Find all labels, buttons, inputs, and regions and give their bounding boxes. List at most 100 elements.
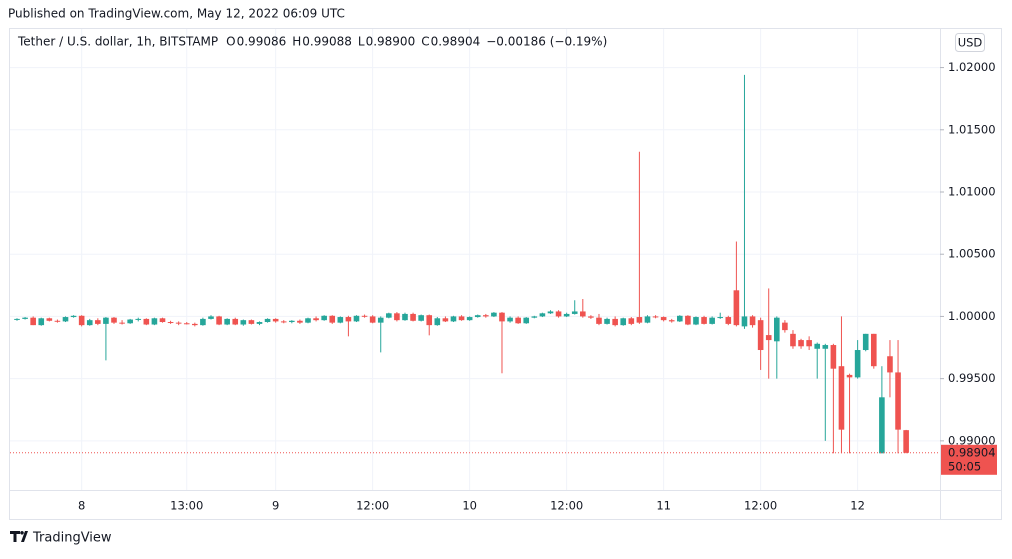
candle-body xyxy=(377,317,384,323)
candle-body xyxy=(337,317,344,323)
y-tick-label: 1.00000 xyxy=(948,309,996,323)
candle-body xyxy=(264,318,271,323)
candle-body xyxy=(507,317,513,322)
candle-body xyxy=(652,316,659,318)
legend-low: 0.98900 xyxy=(366,35,416,49)
candle-body xyxy=(394,313,400,321)
candle-body xyxy=(765,335,772,341)
candle-body xyxy=(175,322,182,324)
legend-h: H xyxy=(292,35,301,49)
candle-body xyxy=(143,318,150,325)
candle-body xyxy=(353,315,360,322)
legend-change: −0.00186 (−0.19%) xyxy=(486,35,607,49)
chart-frame xyxy=(9,28,1002,520)
candle-body xyxy=(200,318,206,326)
candle-body xyxy=(418,315,424,321)
candle-body xyxy=(887,356,893,373)
candle-body xyxy=(183,323,190,325)
candle-body xyxy=(604,318,610,324)
candle-body xyxy=(30,317,36,326)
candle-body xyxy=(701,317,707,324)
candle-body xyxy=(402,313,408,321)
tradingview-logo: TradingView xyxy=(10,531,112,546)
candle-body xyxy=(725,317,732,324)
published-note: Published on TradingView.com, May 12, 20… xyxy=(8,7,345,21)
candle-body xyxy=(822,345,829,349)
candle-body xyxy=(369,316,376,323)
bar-countdown: 50:05 xyxy=(948,459,981,473)
candle-body xyxy=(167,322,174,324)
candle-body xyxy=(749,316,756,326)
candle-body xyxy=(523,317,530,324)
legend-c: C xyxy=(421,35,429,49)
x-tick-label: 12 xyxy=(850,499,865,513)
candle-body xyxy=(814,343,821,349)
candle-body xyxy=(280,321,287,323)
candle-body xyxy=(499,312,505,322)
candle-body xyxy=(70,315,77,318)
candle-body xyxy=(838,366,845,430)
candle-body xyxy=(442,318,449,322)
candle-body xyxy=(450,316,457,322)
candle-body xyxy=(313,318,319,321)
currency-label[interactable]: USD xyxy=(958,36,983,50)
candle-body xyxy=(879,397,885,454)
candle-body xyxy=(846,374,853,378)
y-tick-label: 1.02000 xyxy=(948,60,996,74)
candle-body xyxy=(46,318,53,321)
candle-body xyxy=(38,318,45,326)
candle-body xyxy=(426,315,433,326)
y-tick-label: 1.01000 xyxy=(948,184,996,198)
brand-name: TradingView xyxy=(32,531,112,546)
candle-body xyxy=(240,320,247,325)
candle-body xyxy=(660,317,667,321)
candle-body xyxy=(539,313,546,317)
candle-body xyxy=(95,320,101,324)
candle-body xyxy=(870,333,877,367)
candle-body xyxy=(571,311,578,314)
candle-body xyxy=(741,316,748,327)
candle-body xyxy=(256,322,263,324)
candle-body xyxy=(386,313,392,318)
candle-body xyxy=(289,320,295,323)
candle-body xyxy=(192,323,198,326)
candle-body xyxy=(458,316,465,321)
candle-body xyxy=(830,345,837,369)
candle-body xyxy=(596,317,602,324)
x-tick-label: 13:00 xyxy=(170,499,203,513)
candle-body xyxy=(127,319,133,324)
candle-body xyxy=(903,430,909,453)
candle-body xyxy=(159,318,166,323)
candle-body xyxy=(717,317,724,319)
candle-body xyxy=(588,316,594,318)
candle-body xyxy=(345,317,352,322)
candle-body xyxy=(248,320,255,324)
candle-body xyxy=(62,317,69,322)
candle-body xyxy=(224,318,230,325)
candle-body xyxy=(782,322,788,331)
candle-body xyxy=(208,316,214,319)
candle-body xyxy=(854,350,861,378)
candle-body xyxy=(547,311,554,314)
candle-body xyxy=(563,313,570,317)
candle-body xyxy=(361,315,368,317)
x-tick-label: 9 xyxy=(272,499,279,513)
candle-body xyxy=(232,318,239,325)
candle-body xyxy=(636,317,643,323)
last-price-box xyxy=(941,444,997,475)
last-price-label: 0.98904 xyxy=(948,445,996,459)
candle-body xyxy=(491,312,497,317)
y-tick-label: 0.99500 xyxy=(948,371,996,385)
candle-body xyxy=(305,318,311,323)
candle-body xyxy=(466,317,473,321)
candle-body xyxy=(677,315,683,322)
candle-body xyxy=(895,372,901,430)
currency-button[interactable] xyxy=(955,33,985,52)
candle-body xyxy=(272,318,279,322)
candle-body xyxy=(483,315,489,317)
candle-body xyxy=(78,315,85,326)
candle-body xyxy=(474,315,481,318)
candle-body xyxy=(580,311,586,317)
candle-body xyxy=(54,320,61,322)
